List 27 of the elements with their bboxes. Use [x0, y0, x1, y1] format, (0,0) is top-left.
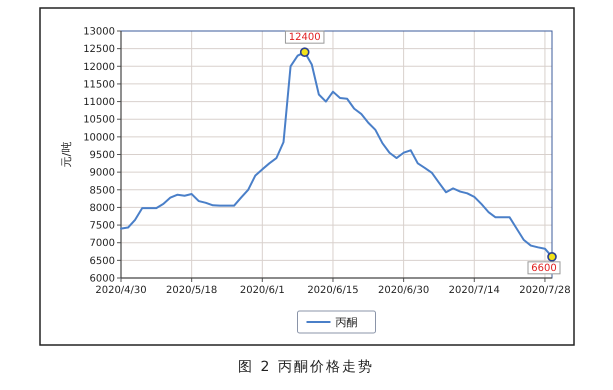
x-tick-label: 2020/6/15 — [307, 285, 359, 296]
legend-label: 丙酮 — [336, 316, 358, 329]
x-tick-label: 2020/5/18 — [166, 285, 218, 296]
y-tick-label: 8000 — [90, 202, 115, 214]
x-tick-label: 2020/4/30 — [95, 285, 147, 296]
x-tick-label: 2020/6/1 — [240, 285, 285, 296]
y-tick-label: 11000 — [83, 97, 115, 108]
y-tick-label: 10500 — [83, 114, 115, 126]
text: 图 2 丙酮价格走势 — [238, 359, 374, 375]
y-tick-label: 6000 — [90, 274, 115, 284]
x-tick-label: 2020/6/30 — [378, 285, 430, 296]
y-tick-label: 10000 — [83, 132, 115, 144]
data-label: 6600 — [531, 262, 557, 274]
y-tick-label: 7500 — [90, 220, 115, 232]
y-tick-label: 6500 — [90, 256, 115, 267]
y-tick-label: 8500 — [90, 185, 115, 196]
x-tick-label: 2020/7/14 — [448, 285, 500, 296]
y-tick-label: 9000 — [90, 168, 115, 179]
data-label: 12400 — [288, 32, 321, 44]
x-tick-label: 2020/7/28 — [519, 285, 571, 296]
y-tick-label: 12500 — [83, 44, 115, 56]
y-tick-label: 9500 — [90, 150, 115, 161]
y-tick-label: 7000 — [90, 238, 115, 250]
y-tick-label: 11500 — [83, 79, 115, 90]
y-tick-label: 12000 — [83, 62, 115, 73]
y-axis-title: 元/吨 — [60, 142, 73, 168]
y-tick-label: 13000 — [83, 26, 115, 38]
